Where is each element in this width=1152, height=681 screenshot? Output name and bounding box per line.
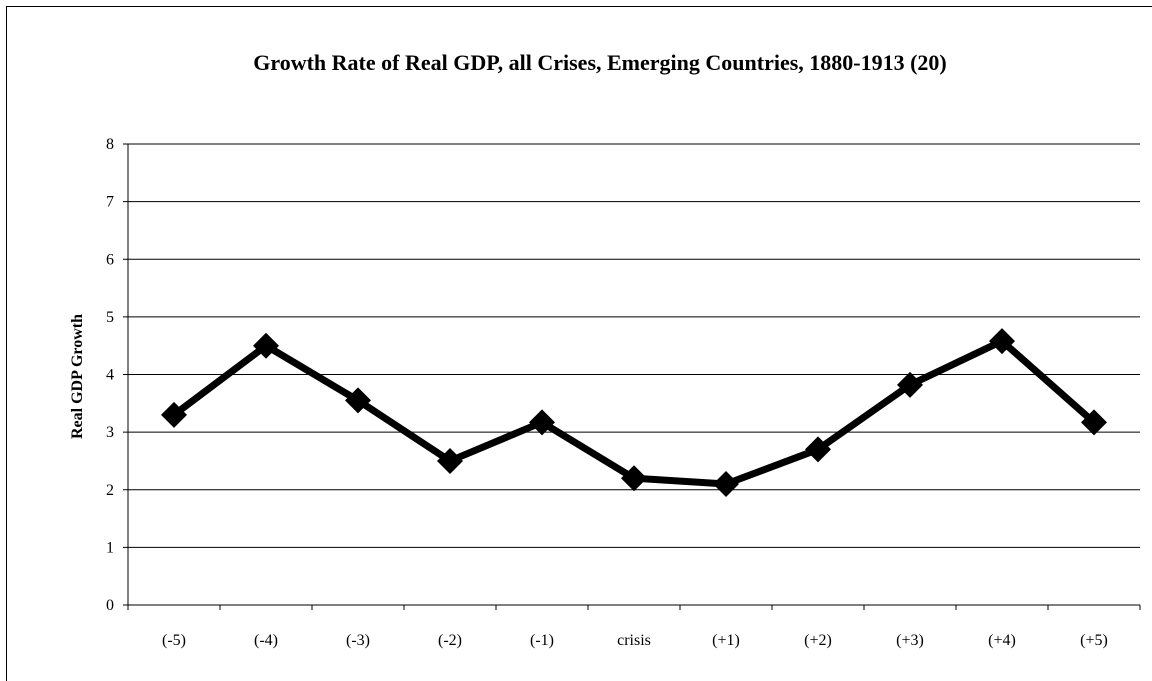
y-tick-label: 0 [106,597,114,614]
chart-frame [6,6,1152,681]
x-tick-label: (-3) [346,632,370,649]
y-tick-label: 5 [106,309,114,326]
x-tick-labels: (-5) (-4) (-3) (-2) (-1) crisis (+1) (+2) (+3) (+… [162,632,1108,649]
y-tick-label: 8 [106,136,114,153]
y-tick-label: 3 [106,424,114,441]
data-point-marker [437,447,463,474]
y-tick-label: 6 [106,251,114,268]
series-line [170,337,1098,488]
x-tick-label: crisis [617,632,651,649]
data-markers [161,328,1107,497]
chart-title: Growth Rate of Real GDP, all Crises, Eme… [253,50,947,75]
x-tick-label: (-1) [530,632,554,649]
data-point-marker [529,409,555,436]
y-tick-label: 2 [106,482,114,499]
x-tick-label: (+5) [1080,632,1108,649]
y-tick-label: 7 [106,194,114,211]
data-point-marker [897,371,923,398]
data-point-marker [713,470,739,497]
data-point-marker [1081,409,1107,436]
x-tick-label: (-5) [162,632,186,649]
series-line-0 [170,337,1098,488]
x-tick-label: (+1) [712,632,740,649]
data-point-marker [805,436,831,463]
axes [123,143,1141,610]
data-point-marker [253,332,279,359]
data-point-marker [621,465,647,492]
x-tick-label: (+4) [988,632,1016,649]
data-point-marker [989,328,1015,355]
y-tick-labels: 0 1 2 3 4 5 6 7 8 [106,136,114,614]
x-tick-label: (+3) [896,632,924,649]
y-tick-label: 1 [106,539,114,556]
data-point-marker [345,387,371,414]
x-tick-label: (+2) [804,632,832,649]
x-tick-label: (-4) [254,632,278,649]
y-axis-title: Real GDP Growth [69,314,86,439]
y-tick-label: 4 [106,367,114,384]
x-tick-label: (-2) [438,632,462,649]
data-point-marker [161,401,187,428]
